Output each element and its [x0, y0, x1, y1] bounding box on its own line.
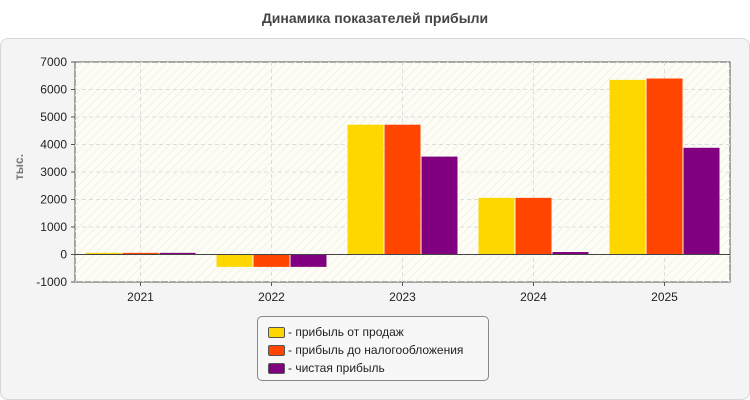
y-tick-label: 2000	[40, 193, 67, 207]
bar	[515, 197, 552, 255]
x-tick-label: 2024	[520, 290, 547, 304]
legend-label: - прибыль от продаж	[288, 325, 404, 339]
bar	[290, 254, 327, 267]
bar	[646, 78, 683, 255]
legend-swatch-sales	[268, 326, 285, 338]
bar	[384, 124, 421, 255]
bar	[347, 124, 384, 255]
y-tick-label: 1000	[40, 220, 67, 234]
bar	[85, 252, 122, 255]
bar	[609, 79, 646, 255]
bar	[421, 156, 458, 255]
legend-item: - прибыль до налогообложения	[268, 341, 488, 359]
y-tick-label: 6000	[40, 83, 67, 97]
x-tick-label: 2025	[651, 290, 678, 304]
legend-item: - прибыль от продаж	[268, 323, 488, 341]
legend-label: - прибыль до налогообложения	[288, 343, 464, 357]
legend: - прибыль от продаж - прибыль до налогоо…	[257, 316, 489, 381]
y-axis-label: тыс.	[12, 154, 26, 180]
legend-label: - чистая прибыль	[288, 361, 385, 375]
bar	[122, 252, 159, 255]
x-tick-label: 2022	[258, 290, 285, 304]
bar	[552, 252, 589, 255]
bar	[216, 254, 253, 267]
x-tick-label: 2023	[389, 290, 416, 304]
bar	[683, 147, 720, 255]
y-tick-label: 7000	[40, 55, 67, 69]
legend-swatch-pretax	[268, 344, 285, 356]
y-tick-label: 0	[60, 248, 67, 262]
legend-item: - чистая прибыль	[268, 359, 488, 377]
bar	[478, 197, 515, 255]
bar	[253, 254, 290, 267]
legend-swatch-net	[268, 362, 285, 374]
chart-title: Динамика показателей прибыли	[261, 10, 489, 26]
y-tick-label: 4000	[40, 138, 67, 152]
y-tick-label: -1000	[36, 275, 67, 289]
x-tick-label: 2021	[127, 290, 154, 304]
y-tick-label: 3000	[40, 165, 67, 179]
bar	[159, 252, 196, 255]
y-tick-label: 5000	[40, 110, 67, 124]
